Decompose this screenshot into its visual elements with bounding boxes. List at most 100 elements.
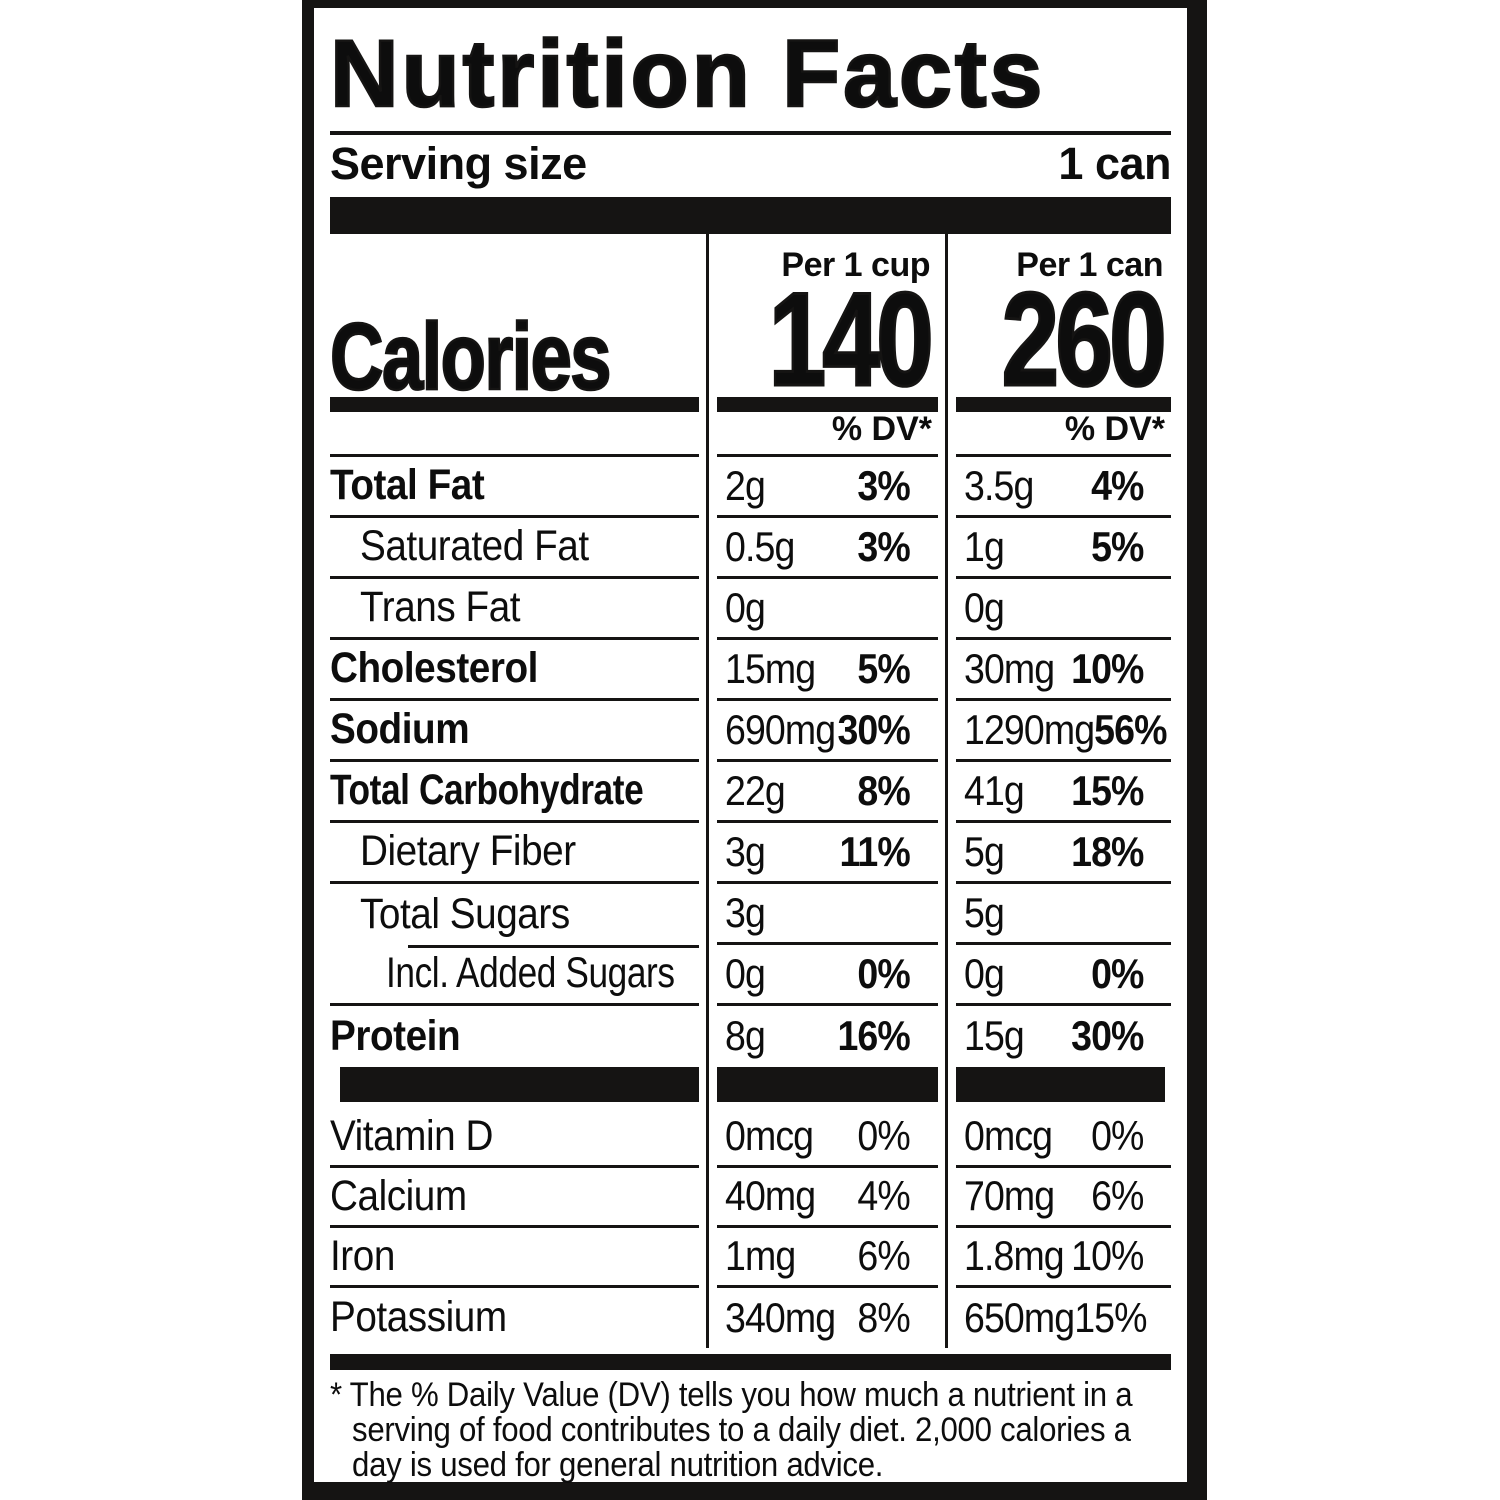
amount-per-can: 650mg bbox=[964, 1293, 1075, 1341]
amount-per-can: 1.8mg bbox=[964, 1232, 1065, 1280]
amount-per-can: 5g bbox=[964, 827, 1005, 875]
dv-per-cup: 8% bbox=[857, 766, 910, 814]
amount-per-cup: 690mg bbox=[725, 705, 836, 753]
amount-per-cup: 1mg bbox=[725, 1232, 796, 1280]
vitamin-label: Vitamin D bbox=[330, 1111, 493, 1160]
amount-per-cup: 8g bbox=[725, 1012, 766, 1060]
nutrition-table: Calories Per 1 cup 140 Per 1 can 260 % D… bbox=[329, 233, 1171, 1348]
serving-size-label: Serving size bbox=[330, 137, 587, 189]
amount-per-cup: 0mcg bbox=[725, 1112, 814, 1160]
per-can-header: Per 1 can bbox=[1016, 245, 1163, 284]
title-box: Nutrition Facts bbox=[329, 8, 1171, 135]
nutrient-row-protein: Protein 8g 16% 15g 30% bbox=[330, 1006, 1171, 1067]
dv-per-can: 15% bbox=[1071, 766, 1144, 814]
dv-per-cup: 8% bbox=[857, 1293, 910, 1341]
amount-per-can: 3.5g bbox=[964, 461, 1034, 509]
amount-per-cup: 0.5g bbox=[725, 522, 795, 570]
nutrient-label: Dietary Fiber bbox=[360, 827, 576, 876]
vitamin-row-potassium: Potassium 340mg 8% 650mg 15% bbox=[330, 1288, 1171, 1348]
nutrient-row-added-sugars: Incl. Added Sugars 0g 0% 0g 0% bbox=[330, 945, 1171, 1006]
mid-bar-segment bbox=[717, 1066, 938, 1102]
nutrient-label: Protein bbox=[330, 1011, 461, 1060]
dv-header-row: % DV* % DV* bbox=[330, 406, 1171, 457]
dv-per-can: 0% bbox=[1091, 1112, 1144, 1160]
dv-per-can: 4% bbox=[1091, 461, 1144, 509]
nutrient-row-cholesterol: Cholesterol 15mg 5% 30mg 10% bbox=[330, 640, 1171, 701]
amount-per-can: 0g bbox=[964, 583, 1005, 631]
nutrient-label-cell: Total Fat bbox=[330, 457, 699, 518]
calories-per-cup-value: 140 bbox=[767, 265, 935, 414]
vitamin-row-vitamin-d: Vitamin D 0mcg 0% 0mcg 0% bbox=[330, 1108, 1171, 1168]
nutrient-row-total-carbohydrate: Total Carbohydrate 22g 8% 41g 15% bbox=[330, 762, 1171, 823]
thick-divider-bar bbox=[330, 196, 1171, 234]
dv-per-cup: 6% bbox=[857, 1232, 910, 1280]
amount-per-cup: 0g bbox=[725, 949, 766, 997]
nutrition-facts-label: Nutrition Facts Serving size 1 can Calor… bbox=[302, 0, 1207, 1500]
vitamin-row-iron: Iron 1mg 6% 1.8mg 10% bbox=[330, 1228, 1171, 1288]
column-divider-1 bbox=[706, 233, 709, 1348]
dv-per-cup: 30% bbox=[837, 705, 910, 753]
mid-bar-segment bbox=[340, 1066, 699, 1102]
calories-label: Calories bbox=[329, 303, 612, 410]
amount-per-can: 30mg bbox=[964, 644, 1055, 692]
vitamin-label: Calcium bbox=[330, 1171, 467, 1220]
dv-per-can: 5% bbox=[1091, 522, 1144, 570]
nutrient-row-trans-fat: Trans Fat 0g 0g bbox=[330, 579, 1171, 640]
dv-per-cup: 0% bbox=[857, 1112, 910, 1160]
label-title: Nutrition Facts bbox=[329, 21, 1046, 127]
amount-per-can: 0mcg bbox=[964, 1112, 1053, 1160]
dv-per-cup: 3% bbox=[857, 522, 910, 570]
amount-per-cup: 340mg bbox=[725, 1293, 836, 1341]
calories-per-can-cell: Per 1 can 260 bbox=[956, 234, 1171, 412]
vitamin-row-calcium: Calcium 40mg 4% 70mg 6% bbox=[330, 1168, 1171, 1228]
calories-label-cell: Calories bbox=[329, 234, 699, 412]
amount-per-cup: 3g bbox=[725, 888, 766, 936]
amount-per-can: 5g bbox=[964, 888, 1005, 936]
nutrient-label: Total Sugars bbox=[360, 889, 570, 938]
amount-per-cup: 15mg bbox=[725, 644, 816, 692]
dv-per-cup: 0% bbox=[857, 949, 910, 997]
nutrient-row-sodium: Sodium 690mg 30% 1290mg 56% bbox=[330, 701, 1171, 762]
dv-per-cup: 5% bbox=[857, 644, 910, 692]
nutrient-label: Sodium bbox=[330, 705, 470, 754]
amount-per-can: 15g bbox=[964, 1012, 1025, 1060]
dv-per-cup: 4% bbox=[857, 1172, 910, 1220]
dv-per-can: 18% bbox=[1071, 827, 1144, 875]
nutrient-row-dietary-fiber: Dietary Fiber 3g 11% 5g 18% bbox=[330, 823, 1171, 884]
amount-per-can: 1g bbox=[964, 522, 1005, 570]
dv-per-can: 56% bbox=[1094, 705, 1167, 753]
amount-per-cup: 40mg bbox=[725, 1172, 816, 1220]
amount-per-can: 70mg bbox=[964, 1172, 1055, 1220]
nutrient-row-total-fat: Total Fat 2g 3% 3.5g 4% bbox=[330, 457, 1171, 518]
per-cup-header: Per 1 cup bbox=[781, 245, 930, 284]
dv-per-cup: 16% bbox=[837, 1012, 910, 1060]
amount-per-cup: 2g bbox=[725, 461, 766, 509]
dv-header-empty-cell bbox=[330, 406, 699, 457]
dv-per-can: 10% bbox=[1071, 1232, 1144, 1280]
footnote: * The % Daily Value (DV) tells you how m… bbox=[330, 1375, 1133, 1484]
amount-per-can: 1290mg bbox=[964, 705, 1095, 753]
dv-per-can: 10% bbox=[1071, 644, 1144, 692]
dv-per-can: 30% bbox=[1071, 1012, 1144, 1060]
nutrient-label: Trans Fat bbox=[360, 583, 521, 632]
serving-size-value: 1 can bbox=[1058, 137, 1171, 189]
footnote-divider-bar bbox=[330, 1353, 1171, 1370]
dv-header-per-cup: % DV* bbox=[717, 406, 938, 457]
amount-per-can: 41g bbox=[964, 766, 1025, 814]
amount-per-cup: 22g bbox=[725, 766, 786, 814]
amount-per-can: 0g bbox=[964, 949, 1005, 997]
nutrient-label: Saturated Fat bbox=[360, 522, 589, 571]
dv-header-per-can: % DV* bbox=[956, 406, 1171, 457]
mid-bar-segment bbox=[956, 1066, 1165, 1102]
nutrient-row-total-sugars: Total Sugars 3g 5g bbox=[330, 884, 1171, 948]
nutrient-label: Cholesterol bbox=[330, 644, 538, 693]
vitamin-label: Potassium bbox=[330, 1293, 507, 1342]
calories-per-cup-cell: Per 1 cup 140 bbox=[717, 234, 938, 412]
nutrient-label: Total Carbohydrate bbox=[330, 766, 644, 815]
serving-size-row: Serving size 1 can bbox=[330, 135, 1171, 193]
dv-per-cup: 3% bbox=[857, 461, 910, 509]
dv-per-can: 15% bbox=[1074, 1293, 1147, 1341]
amount-per-cup: 0g bbox=[725, 583, 766, 631]
nutrient-label: Incl. Added Sugars bbox=[386, 949, 675, 998]
nutrient-row-saturated-fat: Saturated Fat 0.5g 3% 1g 5% bbox=[330, 518, 1171, 579]
